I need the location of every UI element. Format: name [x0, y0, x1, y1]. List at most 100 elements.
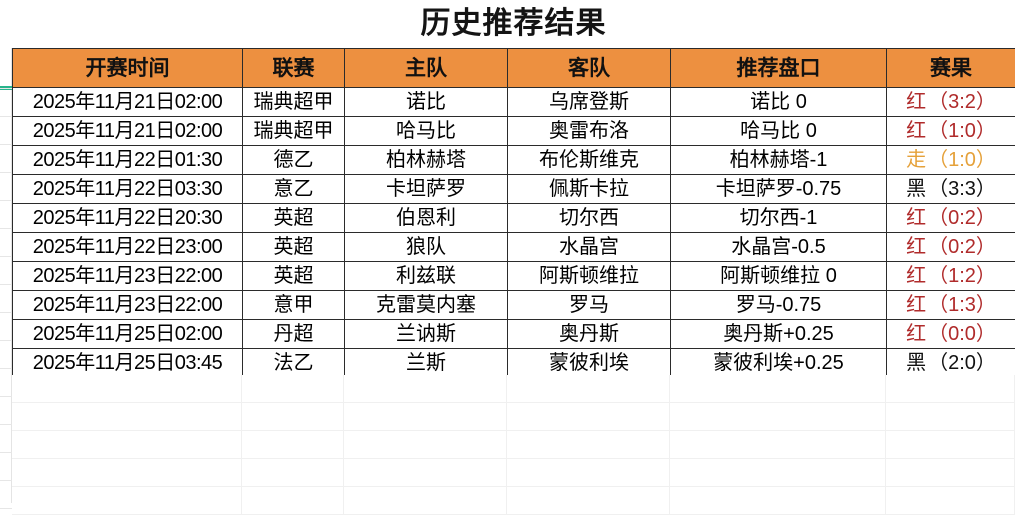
cell-league[interactable]: 瑞典超甲: [243, 88, 345, 117]
cell-result[interactable]: 红（3:2）: [887, 88, 1015, 117]
cell-result[interactable]: 黑（3:3）: [887, 175, 1015, 204]
cell-away-team[interactable]: 乌席登斯: [508, 88, 671, 117]
cell-result[interactable]: 红（0:2）: [887, 204, 1015, 233]
empty-cell[interactable]: [507, 403, 670, 430]
empty-cell[interactable]: [344, 403, 507, 430]
cell-league[interactable]: 英超: [243, 204, 345, 233]
empty-cell[interactable]: [670, 487, 886, 514]
cell-league[interactable]: 德乙: [243, 146, 345, 175]
cell-time[interactable]: 2025年11月25日03:45: [13, 349, 243, 378]
cell-time[interactable]: 2025年11月22日03:30: [13, 175, 243, 204]
empty-cell[interactable]: [670, 403, 886, 430]
cell-result[interactable]: 走（1:0）: [887, 146, 1015, 175]
cell-league[interactable]: 意甲: [243, 291, 345, 320]
empty-cell[interactable]: [242, 375, 344, 402]
empty-cell[interactable]: [12, 403, 242, 430]
cell-away-team[interactable]: 布伦斯维克: [508, 146, 671, 175]
cell-result[interactable]: 红（1:3）: [887, 291, 1015, 320]
cell-league[interactable]: 瑞典超甲: [243, 117, 345, 146]
cell-result[interactable]: 红（0:2）: [887, 233, 1015, 262]
cell-away-team[interactable]: 罗马: [508, 291, 671, 320]
cell-result[interactable]: 黑（2:0）: [887, 349, 1015, 378]
cell-league[interactable]: 英超: [243, 262, 345, 291]
empty-cell[interactable]: [886, 403, 1015, 430]
empty-cell[interactable]: [12, 487, 242, 514]
cell-result[interactable]: 红（0:0）: [887, 320, 1015, 349]
cell-handicap[interactable]: 水晶宫-0.5: [671, 233, 887, 262]
column-header-time[interactable]: 开赛时间: [13, 49, 243, 88]
cell-away-team[interactable]: 蒙彼利埃: [508, 349, 671, 378]
cell-home-team[interactable]: 伯恩利: [345, 204, 508, 233]
empty-cell[interactable]: [886, 431, 1015, 458]
cell-time[interactable]: 2025年11月23日22:00: [13, 291, 243, 320]
cell-league[interactable]: 丹超: [243, 320, 345, 349]
cell-handicap[interactable]: 卡坦萨罗-0.75: [671, 175, 887, 204]
empty-row[interactable]: [12, 487, 1015, 515]
empty-cell[interactable]: [242, 403, 344, 430]
row-header-gutter[interactable]: [0, 48, 12, 503]
empty-cell[interactable]: [886, 375, 1015, 402]
cell-away-team[interactable]: 水晶宫: [508, 233, 671, 262]
empty-cell[interactable]: [12, 459, 242, 486]
empty-cell[interactable]: [242, 459, 344, 486]
empty-row[interactable]: [12, 431, 1015, 459]
column-header-hand[interactable]: 推荐盘口: [671, 49, 887, 88]
empty-cell[interactable]: [344, 459, 507, 486]
cell-time[interactable]: 2025年11月22日23:00: [13, 233, 243, 262]
column-header-away[interactable]: 客队: [508, 49, 671, 88]
empty-rows-area[interactable]: [12, 375, 1015, 503]
cell-time[interactable]: 2025年11月21日02:00: [13, 117, 243, 146]
cell-league[interactable]: 法乙: [243, 349, 345, 378]
cell-home-team[interactable]: 卡坦萨罗: [345, 175, 508, 204]
cell-time[interactable]: 2025年11月22日01:30: [13, 146, 243, 175]
empty-cell[interactable]: [507, 375, 670, 402]
empty-cell[interactable]: [670, 431, 886, 458]
cell-result[interactable]: 红（1:0）: [887, 117, 1015, 146]
cell-time[interactable]: 2025年11月25日02:00: [13, 320, 243, 349]
cell-away-team[interactable]: 切尔西: [508, 204, 671, 233]
column-header-home[interactable]: 主队: [345, 49, 508, 88]
cell-home-team[interactable]: 哈马比: [345, 117, 508, 146]
empty-cell[interactable]: [344, 431, 507, 458]
cell-handicap[interactable]: 蒙彼利埃+0.25: [671, 349, 887, 378]
cell-time[interactable]: 2025年11月22日20:30: [13, 204, 243, 233]
cell-handicap[interactable]: 诺比 0: [671, 88, 887, 117]
empty-cell[interactable]: [886, 487, 1015, 514]
cell-league[interactable]: 意乙: [243, 175, 345, 204]
cell-home-team[interactable]: 克雷莫内塞: [345, 291, 508, 320]
cell-home-team[interactable]: 柏林赫塔: [345, 146, 508, 175]
cell-away-team[interactable]: 佩斯卡拉: [508, 175, 671, 204]
cell-handicap[interactable]: 奥丹斯+0.25: [671, 320, 887, 349]
cell-handicap[interactable]: 阿斯顿维拉 0: [671, 262, 887, 291]
cell-handicap[interactable]: 哈马比 0: [671, 117, 887, 146]
cell-result[interactable]: 红（1:2）: [887, 262, 1015, 291]
cell-time[interactable]: 2025年11月21日02:00: [13, 88, 243, 117]
cell-home-team[interactable]: 兰斯: [345, 349, 508, 378]
cell-time[interactable]: 2025年11月23日22:00: [13, 262, 243, 291]
empty-cell[interactable]: [507, 431, 670, 458]
column-header-league[interactable]: 联赛: [243, 49, 345, 88]
empty-row[interactable]: [12, 375, 1015, 403]
empty-cell[interactable]: [670, 459, 886, 486]
cell-home-team[interactable]: 利兹联: [345, 262, 508, 291]
empty-cell[interactable]: [507, 459, 670, 486]
cell-home-team[interactable]: 兰讷斯: [345, 320, 508, 349]
empty-cell[interactable]: [344, 487, 507, 514]
cell-home-team[interactable]: 狼队: [345, 233, 508, 262]
empty-cell[interactable]: [886, 459, 1015, 486]
cell-away-team[interactable]: 奥雷布洛: [508, 117, 671, 146]
cell-handicap[interactable]: 罗马-0.75: [671, 291, 887, 320]
empty-cell[interactable]: [670, 375, 886, 402]
empty-cell[interactable]: [12, 375, 242, 402]
empty-cell[interactable]: [344, 375, 507, 402]
column-header-result[interactable]: 赛果: [887, 49, 1015, 88]
empty-cell[interactable]: [12, 431, 242, 458]
